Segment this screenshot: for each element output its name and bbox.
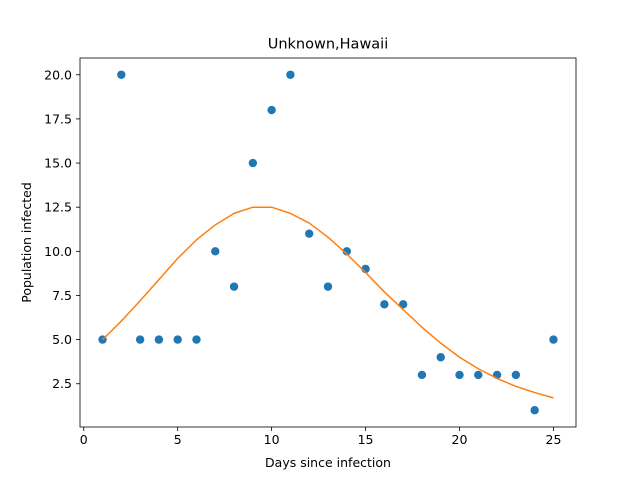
data-point bbox=[286, 70, 295, 79]
y-axis-label: Population infected bbox=[19, 182, 34, 303]
plot-area bbox=[98, 70, 558, 415]
data-point bbox=[135, 335, 145, 344]
chart-title: Unknown,Hawaii bbox=[268, 37, 389, 53]
x-tick-label: 25 bbox=[546, 432, 562, 447]
y-tick-label: 7.5 bbox=[52, 288, 72, 303]
data-point bbox=[192, 335, 201, 344]
y-tick-label: 10.0 bbox=[44, 244, 72, 259]
y-tick-label: 5.0 bbox=[52, 332, 72, 347]
data-point bbox=[398, 300, 408, 309]
y-tick-label: 2.5 bbox=[52, 376, 72, 391]
data-point bbox=[305, 229, 314, 238]
data-point bbox=[229, 282, 239, 291]
data-point bbox=[417, 370, 427, 380]
x-tick-label: 5 bbox=[174, 432, 182, 447]
y-tick-label: 20.0 bbox=[44, 67, 72, 82]
x-axis-label: Days since infection bbox=[265, 455, 391, 470]
data-point bbox=[530, 406, 539, 415]
x-tick-label: 10 bbox=[264, 432, 280, 447]
x-tick-label: 0 bbox=[80, 432, 88, 447]
data-point bbox=[380, 300, 389, 309]
data-point bbox=[474, 370, 483, 380]
y-tick-label: 15.0 bbox=[44, 156, 72, 171]
data-point bbox=[455, 370, 464, 380]
data-point bbox=[342, 247, 351, 256]
y-tick-label: 17.5 bbox=[44, 111, 72, 126]
axes-frame bbox=[79, 57, 577, 428]
y-tick-label: 12.5 bbox=[44, 200, 72, 215]
data-point bbox=[511, 370, 521, 380]
data-point bbox=[117, 70, 126, 79]
data-point bbox=[248, 158, 258, 168]
data-point bbox=[436, 353, 445, 362]
data-point bbox=[323, 282, 333, 291]
x-tick-label: 15 bbox=[358, 432, 374, 447]
data-point bbox=[154, 335, 164, 344]
axis-ticks: 0 5 10 15 20 25 2.5 5.0 7.5 10.0 12.5 15.0 17.5 20.0 bbox=[44, 67, 561, 447]
fit-line bbox=[102, 206, 554, 399]
data-point bbox=[211, 247, 220, 256]
data-point bbox=[549, 335, 558, 344]
data-point bbox=[267, 105, 276, 115]
x-tick-label: 20 bbox=[452, 432, 468, 447]
data-point bbox=[173, 335, 182, 344]
